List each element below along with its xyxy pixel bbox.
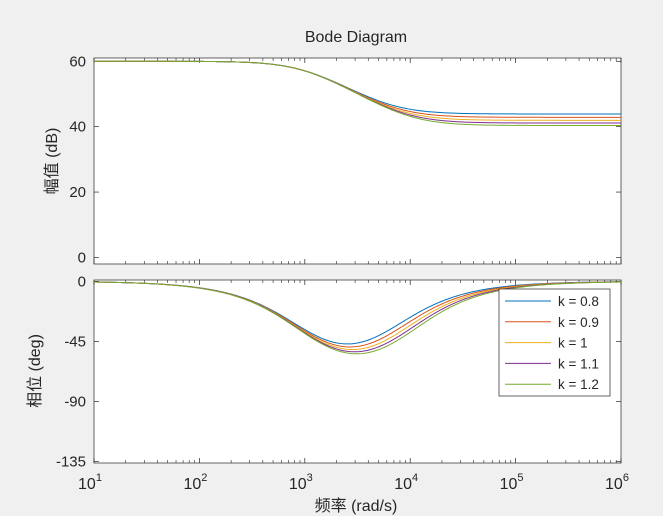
x-tick-label: 104 [394,472,418,493]
phase-series-lines [93,281,622,355]
phase-y-tick-label: -135 [56,454,86,471]
chart-title: Bode Diagram [305,29,407,46]
magnitude-y-tick-label: 40 [69,119,86,136]
magnitude-ticks: 0 20 40 60 [69,53,622,266]
phase-y-tick-label: 0 [78,273,86,290]
phase-ylabel: 相位 (deg) [26,334,44,408]
legend-label-4: k = 1.1 [558,356,599,371]
legend-label-3: k = 1 [558,336,588,351]
magnitude-plot-area [93,57,622,265]
phase-ticks: 0 -45 -90 -135 [56,273,622,471]
x-tick-label: 106 [605,472,629,493]
magnitude-ylabel: 幅值 (dB) [43,128,61,195]
legend[interactable]: k = 0.8 k = 0.9 k = 1 k = 1.1 k = 1.2 [498,288,611,397]
x-tick-label: 101 [78,472,102,493]
phase-y-tick-label: -90 [64,394,86,411]
x-tick-labels: 101 102 103 104 105 106 [78,472,629,493]
magnitude-line-5 [94,60,621,127]
legend-entries: k = 0.8 k = 0.9 k = 1 k = 1.1 k = 1.2 [505,294,599,392]
x-tick-label: 102 [183,472,207,493]
magnitude-series-lines [94,60,621,127]
magnitude-y-tick-label: 60 [69,53,86,70]
magnitude-axes: 0 20 40 60 幅值 (dB) [43,53,622,266]
magnitude-y-tick-label: 0 [78,249,86,266]
phase-y-tick-label: -45 [64,333,86,350]
legend-label-2: k = 0.9 [558,315,599,330]
phase-line-5 [93,281,622,355]
x-tick-label: 105 [500,472,524,493]
x-tick-label: 103 [289,472,313,493]
x-axis-label: 频率 (rad/s) [315,497,398,515]
magnitude-y-tick-label: 20 [69,184,86,201]
legend-label-1: k = 0.8 [558,294,599,309]
legend-label-5: k = 1.2 [558,377,599,392]
